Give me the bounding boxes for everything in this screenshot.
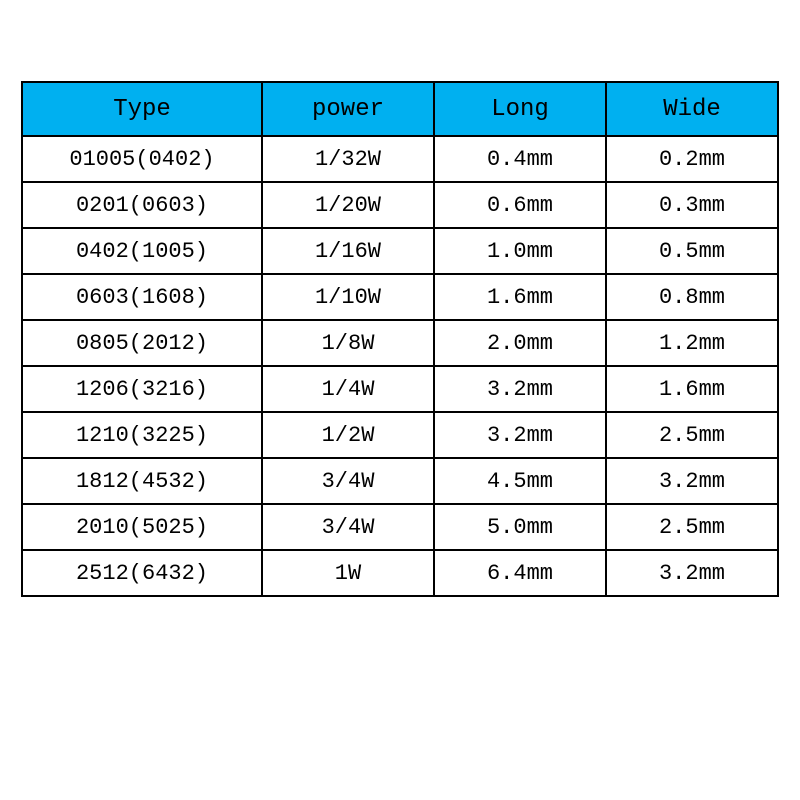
cell-long: 1.0mm xyxy=(434,228,606,274)
cell-wide: 0.5mm xyxy=(606,228,778,274)
cell-type: 2512(6432) xyxy=(22,550,262,596)
table-row: 01005(0402)1/32W0.4mm0.2mm xyxy=(22,136,778,182)
column-header-long: Long xyxy=(434,82,606,136)
table-row: 1812(4532)3/4W4.5mm3.2mm xyxy=(22,458,778,504)
cell-long: 4.5mm xyxy=(434,458,606,504)
table-row: 2010(5025)3/4W5.0mm2.5mm xyxy=(22,504,778,550)
column-header-wide: Wide xyxy=(606,82,778,136)
cell-power: 1/4W xyxy=(262,366,434,412)
cell-long: 3.2mm xyxy=(434,412,606,458)
table-row: 0201(0603)1/20W0.6mm0.3mm xyxy=(22,182,778,228)
cell-type: 1206(3216) xyxy=(22,366,262,412)
cell-type: 0805(2012) xyxy=(22,320,262,366)
cell-power: 1/10W xyxy=(262,274,434,320)
cell-wide: 0.8mm xyxy=(606,274,778,320)
cell-power: 1/2W xyxy=(262,412,434,458)
cell-wide: 1.6mm xyxy=(606,366,778,412)
cell-power: 1/16W xyxy=(262,228,434,274)
cell-long: 0.4mm xyxy=(434,136,606,182)
cell-long: 5.0mm xyxy=(434,504,606,550)
table-body: 01005(0402)1/32W0.4mm0.2mm0201(0603)1/20… xyxy=(22,136,778,596)
table-header-row: TypepowerLongWide xyxy=(22,82,778,136)
page: TypepowerLongWide 01005(0402)1/32W0.4mm0… xyxy=(0,0,800,800)
cell-long: 1.6mm xyxy=(434,274,606,320)
cell-type: 1210(3225) xyxy=(22,412,262,458)
cell-wide: 1.2mm xyxy=(606,320,778,366)
table-row: 0805(2012)1/8W2.0mm1.2mm xyxy=(22,320,778,366)
cell-power: 1/32W xyxy=(262,136,434,182)
cell-power: 1W xyxy=(262,550,434,596)
cell-type: 0603(1608) xyxy=(22,274,262,320)
cell-wide: 0.3mm xyxy=(606,182,778,228)
cell-type: 1812(4532) xyxy=(22,458,262,504)
cell-power: 3/4W xyxy=(262,458,434,504)
cell-power: 3/4W xyxy=(262,504,434,550)
cell-power: 1/20W xyxy=(262,182,434,228)
table-row: 0402(1005)1/16W1.0mm0.5mm xyxy=(22,228,778,274)
table-row: 1206(3216)1/4W3.2mm1.6mm xyxy=(22,366,778,412)
cell-long: 0.6mm xyxy=(434,182,606,228)
cell-wide: 3.2mm xyxy=(606,458,778,504)
cell-type: 01005(0402) xyxy=(22,136,262,182)
cell-type: 0402(1005) xyxy=(22,228,262,274)
resistor-size-table: TypepowerLongWide 01005(0402)1/32W0.4mm0… xyxy=(21,81,779,597)
cell-wide: 2.5mm xyxy=(606,412,778,458)
table-row: 2512(6432)1W6.4mm3.2mm xyxy=(22,550,778,596)
cell-type: 0201(0603) xyxy=(22,182,262,228)
table-row: 1210(3225)1/2W3.2mm2.5mm xyxy=(22,412,778,458)
column-header-type: Type xyxy=(22,82,262,136)
cell-long: 2.0mm xyxy=(434,320,606,366)
column-header-power: power xyxy=(262,82,434,136)
table-head: TypepowerLongWide xyxy=(22,82,778,136)
cell-long: 3.2mm xyxy=(434,366,606,412)
cell-wide: 0.2mm xyxy=(606,136,778,182)
cell-power: 1/8W xyxy=(262,320,434,366)
cell-type: 2010(5025) xyxy=(22,504,262,550)
cell-wide: 3.2mm xyxy=(606,550,778,596)
cell-long: 6.4mm xyxy=(434,550,606,596)
table-row: 0603(1608)1/10W1.6mm0.8mm xyxy=(22,274,778,320)
cell-wide: 2.5mm xyxy=(606,504,778,550)
